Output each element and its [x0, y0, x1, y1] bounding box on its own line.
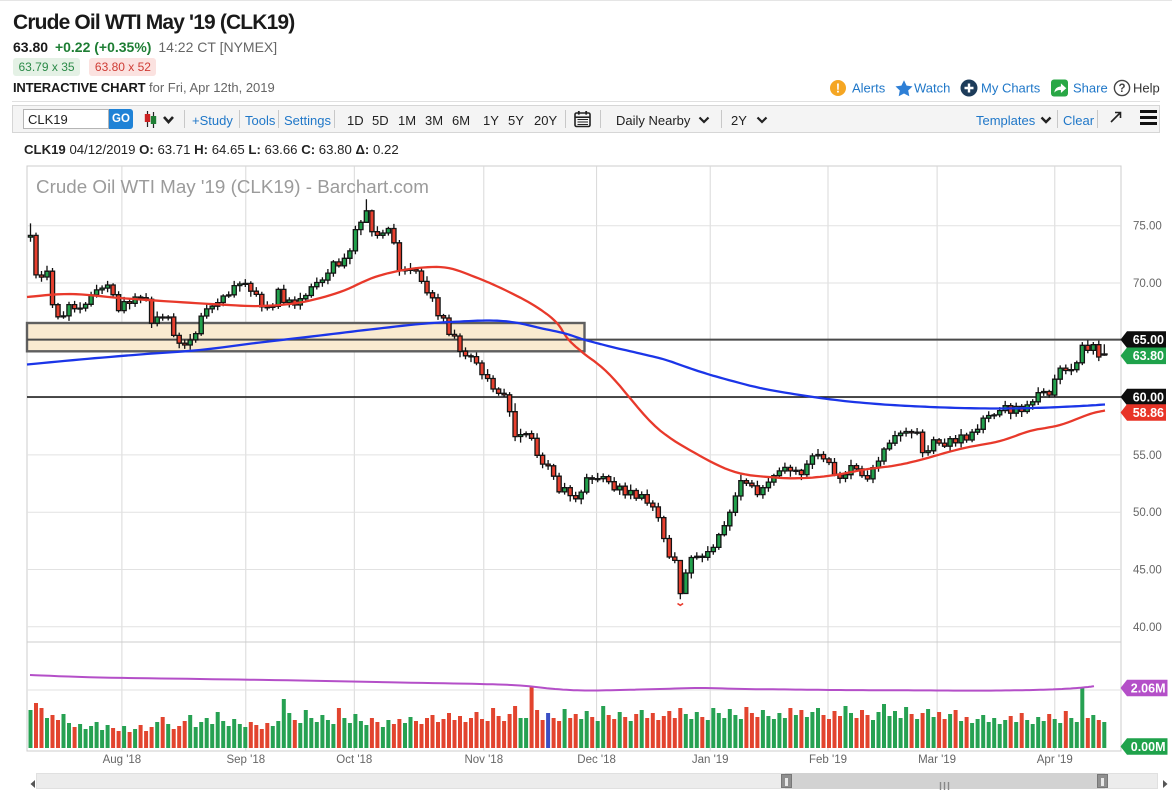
svg-text:My Charts: My Charts [981, 81, 1041, 96]
svg-text:60.00: 60.00 [1133, 390, 1164, 404]
svg-text:Dec '18: Dec '18 [577, 754, 616, 766]
svg-text:45.00: 45.00 [1133, 565, 1162, 577]
svg-text:75.00: 75.00 [1133, 221, 1162, 233]
svg-text:Watch: Watch [914, 81, 950, 96]
svg-text:65.00: 65.00 [1133, 333, 1164, 347]
svg-text:55.00: 55.00 [1133, 450, 1162, 462]
svg-text:Sep '18: Sep '18 [226, 754, 265, 766]
svg-text:Apr '19: Apr '19 [1037, 754, 1073, 766]
svg-text:Share: Share [1073, 81, 1108, 96]
svg-text:?: ? [1118, 83, 1125, 95]
svg-text:40.00: 40.00 [1133, 622, 1162, 634]
svg-text:2.06M: 2.06M [1131, 681, 1166, 695]
svg-text:0.00M: 0.00M [1131, 740, 1166, 754]
svg-text:Feb '19: Feb '19 [809, 754, 847, 766]
svg-text:Crude Oil WTI May '19 (CLK19): Crude Oil WTI May '19 (CLK19) - Barchart… [36, 176, 429, 197]
svg-text:70.00: 70.00 [1133, 278, 1162, 290]
svg-text:Alerts: Alerts [852, 81, 886, 96]
svg-text:Oct '18: Oct '18 [336, 754, 372, 766]
svg-text:50.00: 50.00 [1133, 507, 1162, 519]
svg-text:Mar '19: Mar '19 [918, 754, 956, 766]
svg-text:Jan '19: Jan '19 [692, 754, 729, 766]
svg-text:Help: Help [1133, 81, 1160, 96]
svg-text:!: ! [836, 82, 840, 96]
svg-text:63.80: 63.80 [1133, 349, 1164, 363]
svg-text:Nov '18: Nov '18 [464, 754, 503, 766]
svg-text:Aug '18: Aug '18 [103, 754, 142, 766]
svg-text:58.86: 58.86 [1133, 406, 1164, 420]
